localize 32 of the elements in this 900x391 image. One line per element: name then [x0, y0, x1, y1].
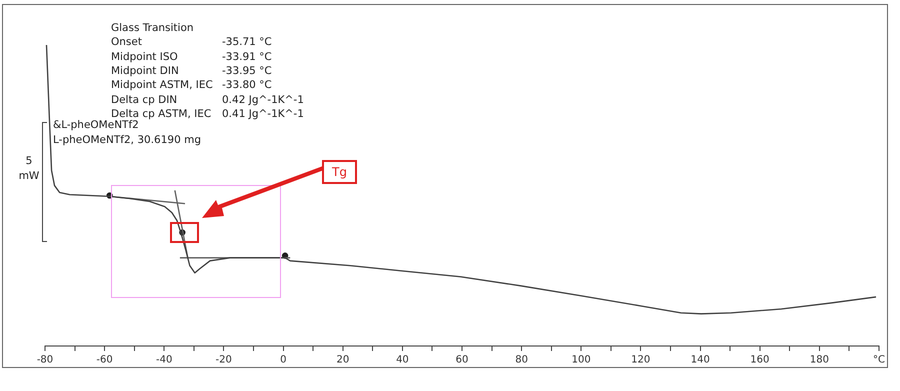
annotation: -35.71 °C: [222, 36, 272, 48]
x-tick-label: 160: [750, 354, 770, 366]
x-tick-label: 20: [336, 354, 350, 366]
x-tick-label: -20: [216, 354, 232, 366]
text: 5 mW: [18, 154, 40, 184]
annotation: Midpoint DIN: [111, 64, 179, 77]
annotation: &L-pheOMeNTf2: [53, 119, 139, 131]
x-tick-label: 120: [631, 354, 650, 366]
annotation: -33.91 °C: [222, 50, 272, 63]
annotation: Midpoint ISO: [111, 50, 178, 63]
annotation: L-pheOMeNTf2, 30.6190 mg: [53, 134, 201, 146]
x-tick-label: 0: [280, 354, 286, 366]
annotation: Delta cp ASTM, IEC: [111, 108, 212, 120]
annotation: -33.95 °C: [222, 64, 272, 77]
annotation: Onset: [111, 36, 142, 48]
annotation: Tg: [322, 160, 357, 184]
x-tick-label: 180: [810, 354, 829, 366]
x-tick-label: -80: [36, 354, 54, 366]
x-tick-label: 100: [572, 354, 591, 366]
text: Glass Transition: [111, 22, 194, 34]
x-tick-label: -40: [156, 354, 172, 366]
x-tick-label: -60: [96, 354, 113, 366]
annotation: 0.42 Jg^-1K^-1: [222, 94, 304, 106]
x-tick-label: °C: [873, 354, 886, 366]
x-tick-label: 140: [690, 354, 710, 366]
annotation: -33.80 °C: [222, 79, 272, 92]
x-tick-label: 40: [396, 354, 409, 366]
annotation: 0.41 Jg^-1K^-1: [222, 108, 304, 120]
x-tick-label: 60: [456, 354, 468, 366]
annotation: Delta cp DIN: [111, 94, 178, 106]
annotation: Midpoint ASTM, IEC: [111, 79, 213, 92]
x-tick-label: 80: [515, 354, 528, 366]
